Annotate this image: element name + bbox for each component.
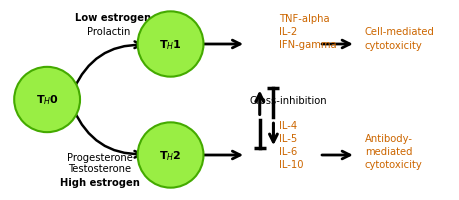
Ellipse shape [137, 12, 203, 77]
Text: cytotoxicity: cytotoxicity [364, 159, 422, 169]
Text: IL-10: IL-10 [278, 159, 303, 169]
Text: IL-5: IL-5 [278, 133, 297, 143]
Text: High estrogen: High estrogen [60, 177, 140, 187]
Text: Prolactin: Prolactin [87, 27, 130, 37]
Text: T$_H$0: T$_H$0 [35, 93, 58, 107]
Text: TNF-alpha: TNF-alpha [278, 14, 329, 24]
Text: T$_H$1: T$_H$1 [159, 38, 182, 52]
Text: IL-2: IL-2 [278, 27, 297, 37]
Ellipse shape [137, 123, 203, 188]
Text: Antibody-: Antibody- [364, 133, 412, 143]
Ellipse shape [14, 68, 80, 132]
Text: Cell-mediated: Cell-mediated [364, 27, 434, 37]
Text: IL-6: IL-6 [278, 146, 297, 156]
Text: Cross-inhibition: Cross-inhibition [249, 96, 326, 106]
Text: Low estrogen: Low estrogen [75, 13, 151, 23]
Text: T$_H$2: T$_H$2 [159, 148, 181, 162]
Text: IL-4: IL-4 [278, 121, 297, 131]
Text: mediated: mediated [364, 146, 411, 156]
Text: Progesterone: Progesterone [67, 152, 132, 162]
Text: cytotoxicity: cytotoxicity [364, 41, 422, 51]
Text: Testosterone: Testosterone [68, 163, 131, 173]
Text: IFN-gamma: IFN-gamma [278, 40, 336, 50]
